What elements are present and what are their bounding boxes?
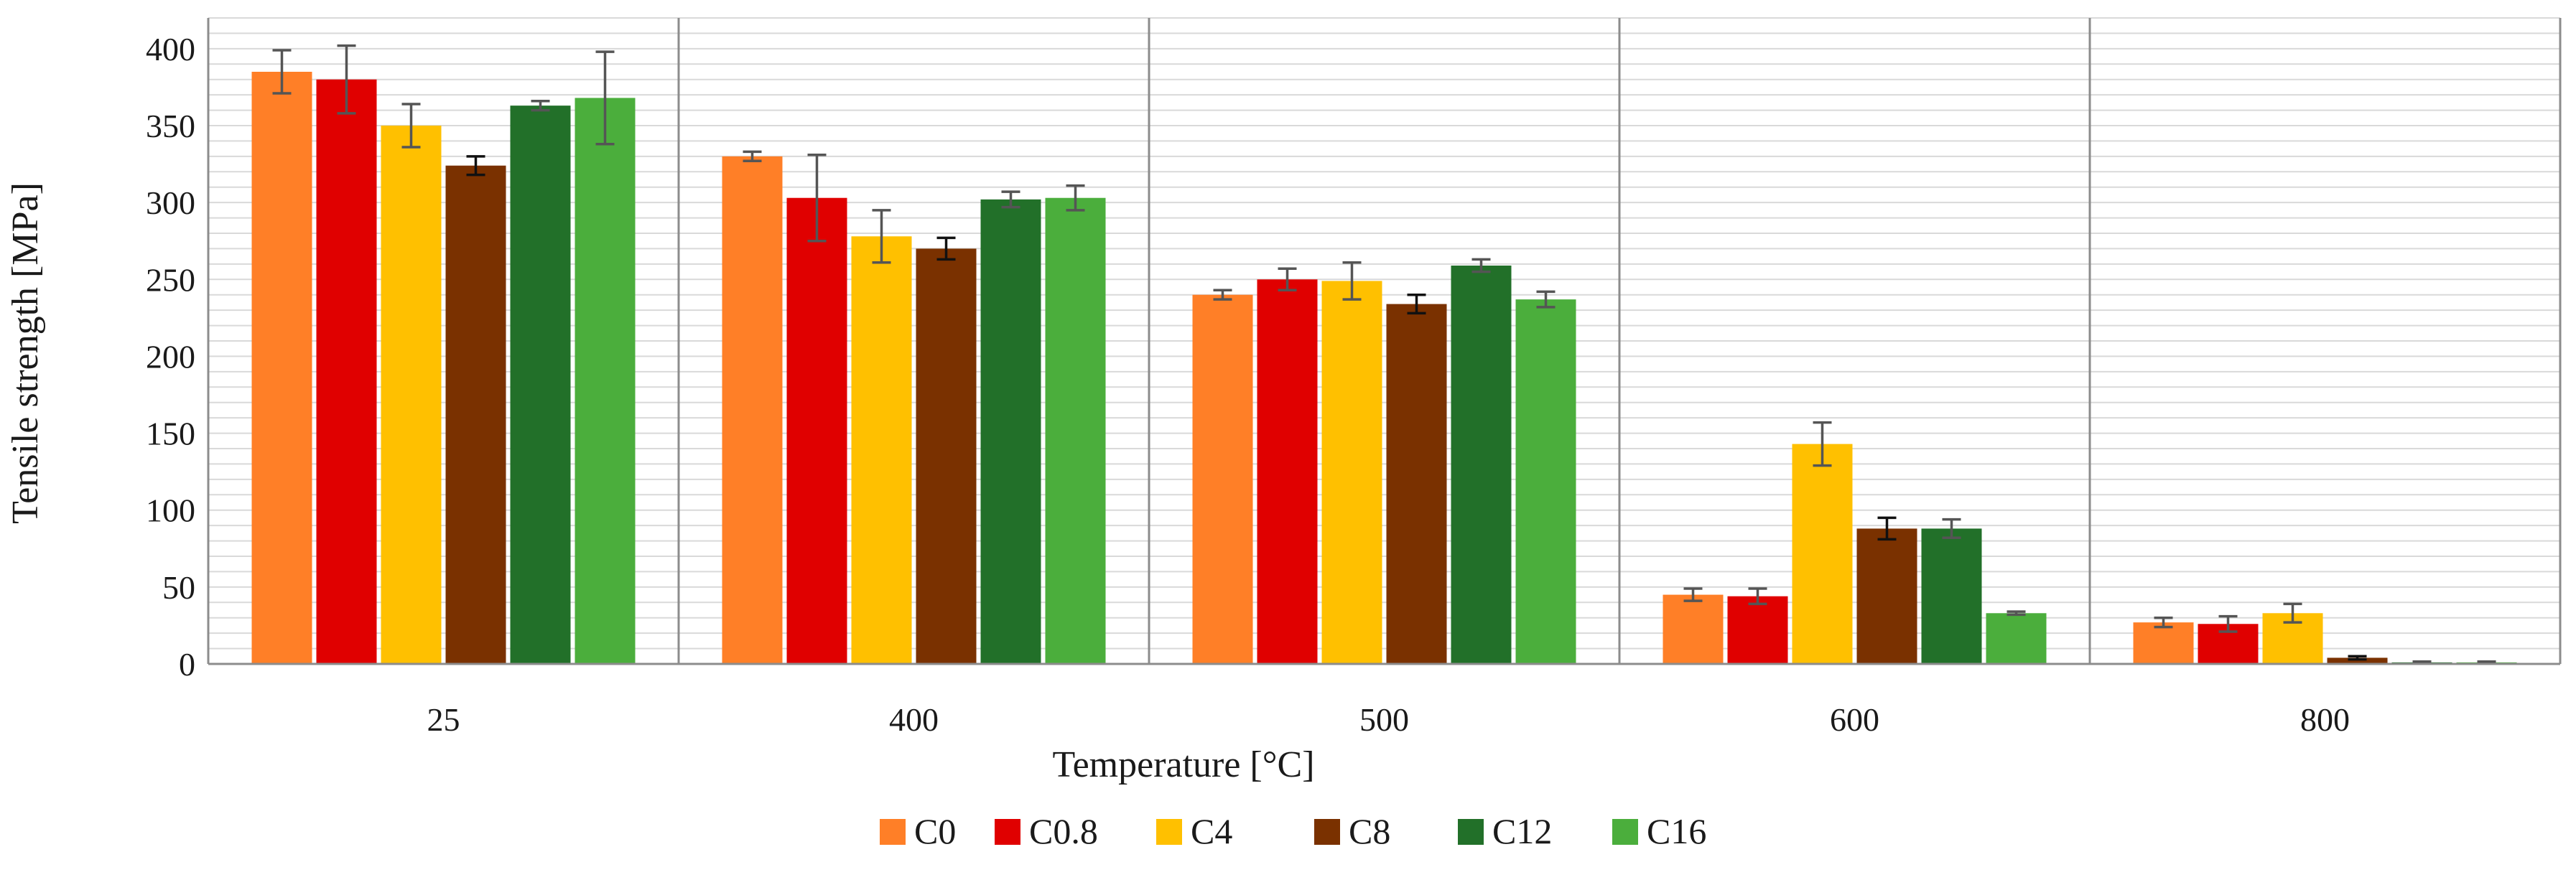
y-tick-labels: 0 50 100 150 200 250 300 350 400 xyxy=(146,31,195,683)
bar xyxy=(510,106,571,665)
legend: C0 C0.8 C4 C8 C12 C16 xyxy=(880,811,1706,851)
legend-swatch xyxy=(1458,819,1484,845)
bar xyxy=(1921,528,1982,664)
bar xyxy=(251,72,312,664)
bar xyxy=(851,236,912,664)
bar xyxy=(1451,266,1512,664)
x-axis-title: Temperature [°C] xyxy=(1052,744,1314,785)
legend-label: C16 xyxy=(1647,811,1706,851)
bar xyxy=(1257,279,1318,664)
legend-swatch xyxy=(1156,819,1182,845)
legend-label: C0.8 xyxy=(1029,811,1098,851)
x-tick-label: 25 xyxy=(427,701,460,738)
x-tick-label: 800 xyxy=(2300,701,2350,738)
bar xyxy=(1192,294,1253,664)
legend-label: C0 xyxy=(914,811,956,851)
y-tick-label: 400 xyxy=(146,31,195,67)
bar xyxy=(2327,657,2388,664)
x-tick-label: 400 xyxy=(889,701,939,738)
y-tick-label: 300 xyxy=(146,184,195,221)
y-axis-title: Tensile strength [MPa] xyxy=(5,182,46,524)
bars xyxy=(251,72,2517,665)
bar xyxy=(1321,281,1382,664)
x-tick-label: 500 xyxy=(1359,701,1409,738)
y-tick-label: 0 xyxy=(179,646,195,683)
legend-swatch xyxy=(1314,819,1340,845)
bar xyxy=(1986,613,2047,664)
legend-label: C8 xyxy=(1349,811,1390,851)
bar xyxy=(1045,197,1106,664)
y-tick-label: 100 xyxy=(146,492,195,529)
bar xyxy=(916,248,977,664)
legend-swatch xyxy=(1612,819,1638,845)
legend-swatch xyxy=(995,819,1020,845)
legend-swatch xyxy=(880,819,906,845)
bar xyxy=(1663,594,1724,664)
bar xyxy=(1727,596,1788,664)
bar xyxy=(575,98,636,664)
bar xyxy=(1792,444,1853,664)
bar xyxy=(445,165,506,664)
bar xyxy=(1386,304,1447,664)
bar xyxy=(1856,528,1917,664)
bar xyxy=(786,197,847,664)
bar xyxy=(316,79,377,664)
bar xyxy=(722,156,783,664)
y-tick-label: 250 xyxy=(146,261,195,298)
x-tick-labels: 25 400 500 600 800 xyxy=(427,701,2351,738)
bar xyxy=(381,126,442,664)
y-tick-label: 150 xyxy=(146,416,195,452)
legend-label: C4 xyxy=(1191,811,1232,851)
bar xyxy=(2133,622,2194,664)
bar xyxy=(980,199,1041,664)
y-tick-label: 350 xyxy=(146,108,195,144)
x-tick-label: 600 xyxy=(1830,701,1879,738)
category-separators xyxy=(207,18,2562,664)
error-bars xyxy=(272,44,2496,665)
bar xyxy=(1515,299,1576,664)
y-tick-label: 50 xyxy=(162,569,195,606)
legend-label: C12 xyxy=(1492,811,1552,851)
y-tick-label: 200 xyxy=(146,338,195,375)
